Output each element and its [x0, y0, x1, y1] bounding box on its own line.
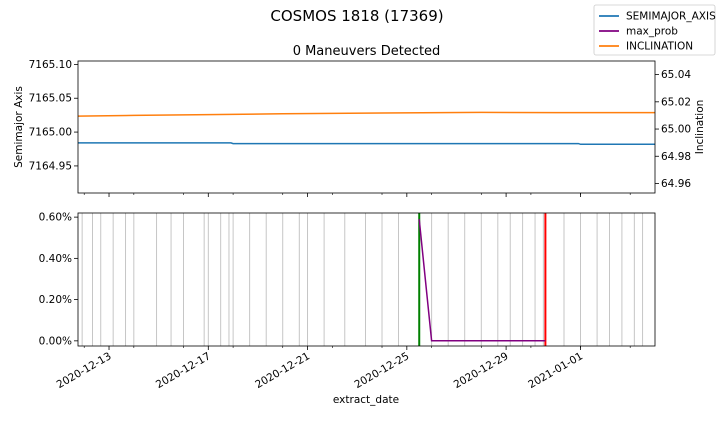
x-axis-label: extract_date	[333, 394, 399, 406]
bottom-x-tick-label: 2020-12-13	[55, 350, 114, 391]
right-y-tick-label: 65.04	[661, 69, 691, 81]
legend: SEMIMAJOR_AXIS max_prob INCLINATION	[593, 4, 716, 56]
legend-box	[593, 4, 716, 56]
legend-label: INCLINATION	[626, 41, 693, 53]
right-y-axis-label: Inclination	[694, 100, 706, 155]
bottom-y-tick-label: 0.60%	[39, 212, 72, 224]
series-line-max-prob	[418, 219, 546, 342]
bottom-plot-frame	[77, 212, 656, 347]
right-y-tick-label: 65.02	[661, 96, 691, 108]
left-y-tick-label: 7165.05	[29, 93, 72, 105]
bottom-x-tick-label: 2020-12-21	[253, 350, 312, 391]
left-y-tick-label: 7165.00	[29, 127, 72, 139]
bottom-x-tick-label: 2020-12-17	[154, 350, 213, 391]
bottom-x-tick-label: 2021-01-01	[526, 350, 585, 391]
bottom-y-tick-label: 0.00%	[39, 335, 72, 347]
top-panel-title: 0 Maneuvers Detected	[293, 44, 441, 59]
bottom-y-tick-label: 0.40%	[39, 253, 72, 265]
legend-label: SEMIMAJOR_AXIS	[626, 11, 716, 23]
series-line-inclination	[77, 111, 655, 117]
top-plot-frame	[77, 60, 656, 194]
bottom-x-tick-label: 2020-12-29	[452, 350, 511, 391]
bottom-panel: 0.00% 0.20% 0.40% 0.60% 2020-12-13 2020-12-1…	[39, 212, 656, 406]
right-y-tick-label: 64.98	[661, 151, 691, 163]
bottom-y-tick-label: 0.20%	[39, 294, 72, 306]
figure-title: COSMOS 1818 (17369)	[270, 7, 443, 25]
left-y-axis-label: Semimajor Axis	[13, 86, 25, 168]
right-y-tick-label: 65.00	[661, 124, 691, 136]
legend-label: max_prob	[626, 26, 678, 38]
bottom-x-tick-label: 2020-12-25	[352, 350, 411, 391]
series-line-semimajor-axis	[78, 142, 655, 146]
left-y-tick-label: 7164.95	[29, 160, 72, 172]
top-panel: 0 Maneuvers Detected 7164.95 7165.00 7165.…	[13, 44, 706, 197]
right-y-tick-label: 64.96	[661, 178, 691, 190]
left-y-tick-label: 7165.10	[29, 59, 72, 71]
